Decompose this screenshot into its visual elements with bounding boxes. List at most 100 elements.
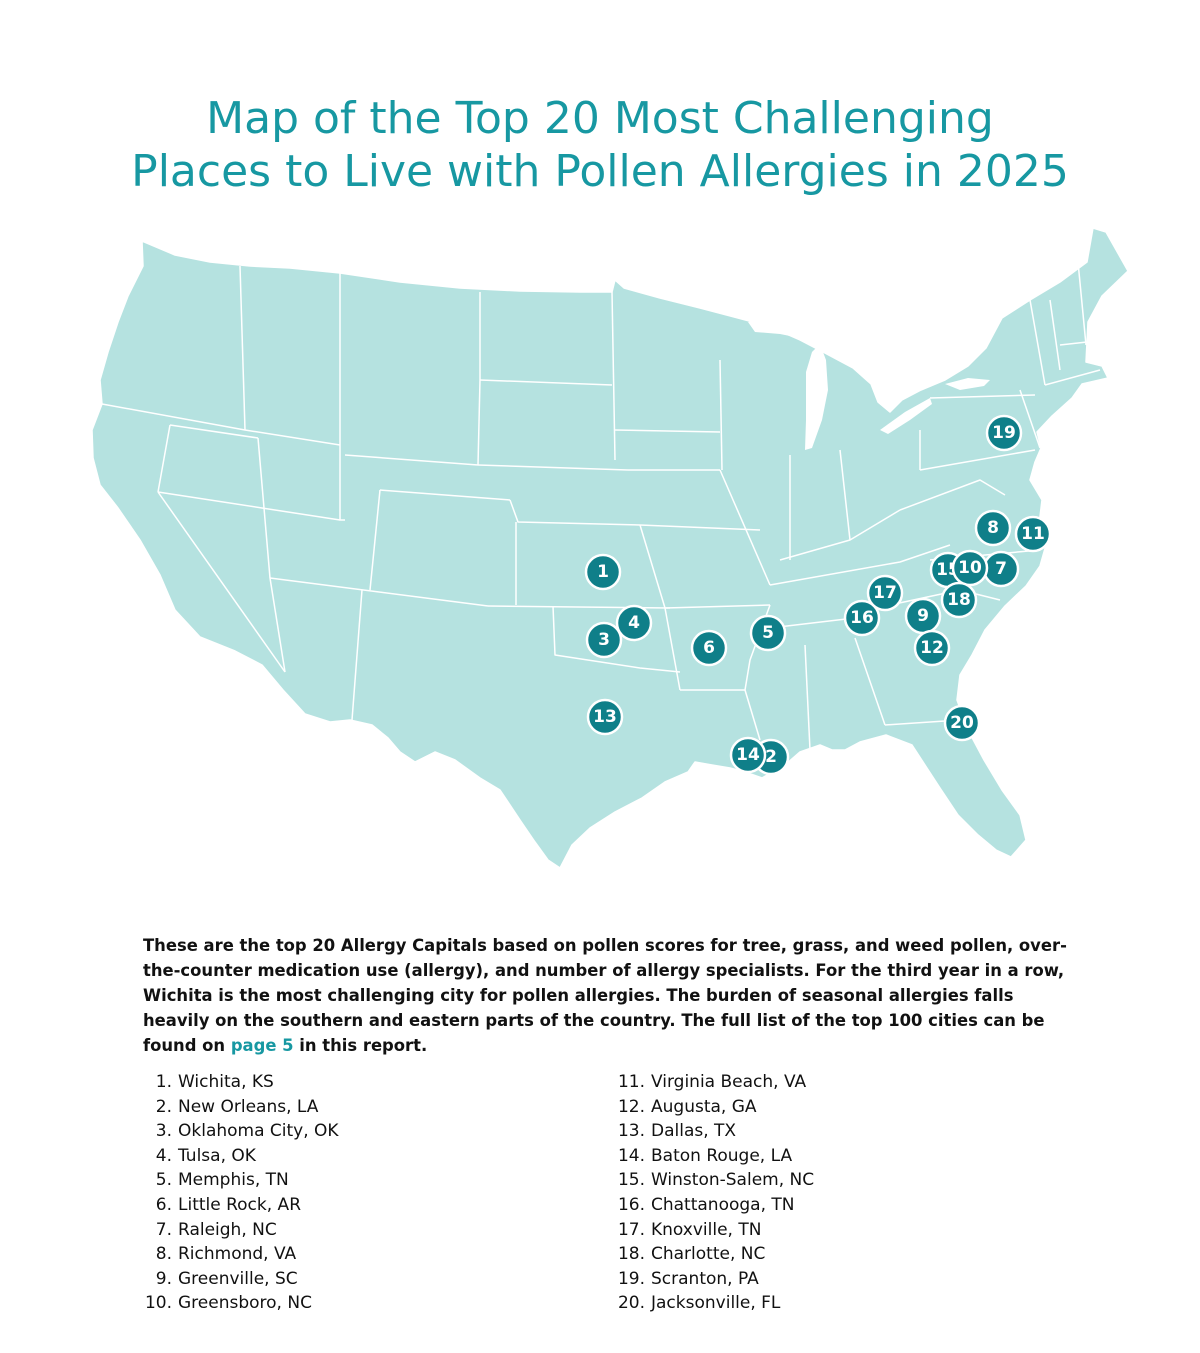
marker-11-label: 11 xyxy=(1021,524,1045,544)
marker-5-label: 5 xyxy=(762,623,774,643)
rank-number: 17. xyxy=(617,1219,645,1240)
list-item: 20. Jacksonville, FL xyxy=(609,1291,814,1316)
marker-20-label: 20 xyxy=(950,713,974,733)
marker-2-label: 2 xyxy=(765,747,777,767)
marker-14[interactable]: 14 xyxy=(729,736,767,774)
title-line-1: Map of the Top 20 Most Challenging xyxy=(206,93,994,144)
marker-16[interactable]: 16 xyxy=(843,599,881,637)
marker-19[interactable]: 19 xyxy=(985,414,1023,452)
list-item: 16. Chattanooga, TN xyxy=(609,1193,814,1218)
rank-number: 16. xyxy=(617,1194,645,1215)
lake-superior xyxy=(748,316,823,340)
city-name: Baton Rouge, LA xyxy=(651,1145,793,1166)
rank-number: 6. xyxy=(155,1194,172,1215)
marker-8-label: 8 xyxy=(987,518,999,538)
marker-14-label: 14 xyxy=(736,745,760,765)
marker-12[interactable]: 12 xyxy=(913,629,951,667)
list-item: 13. Dallas, TX xyxy=(609,1119,814,1144)
list-item: 2. New Orleans, LA xyxy=(136,1095,339,1120)
city-name: Richmond, VA xyxy=(178,1244,297,1265)
rank-number: 3. xyxy=(155,1121,172,1142)
marker-7[interactable]: 7 xyxy=(982,550,1020,588)
rank-number: 10. xyxy=(144,1293,172,1314)
rank-number: 2. xyxy=(155,1096,172,1117)
city-name: Scranton, PA xyxy=(651,1268,759,1289)
city-list-left: 1. Wichita, KS 2. New Orleans, LA 3. Oklaho… xyxy=(136,1070,339,1316)
marker-4[interactable]: 4 xyxy=(615,604,653,642)
list-item: 9. Greenville, SC xyxy=(136,1267,339,1292)
marker-17-label: 17 xyxy=(873,583,897,603)
rank-number: 15. xyxy=(617,1170,645,1191)
lake-ontario xyxy=(945,378,990,390)
city-name: Winston-Salem, NC xyxy=(651,1170,815,1191)
state-borders xyxy=(101,261,1101,751)
marker-9-label: 9 xyxy=(917,606,929,626)
markers: 1 2 3 4 5 6 7 8 9 15 10 11 12 13 14 16 1… xyxy=(584,414,1052,776)
lake-michigan xyxy=(805,344,828,450)
rank-number: 18. xyxy=(617,1244,645,1265)
marker-16-label: 16 xyxy=(850,608,874,628)
city-name: Oklahoma City, OK xyxy=(178,1121,339,1142)
city-name: Greensboro, NC xyxy=(178,1293,312,1314)
city-name: Jacksonville, FL xyxy=(651,1293,781,1314)
marker-20[interactable]: 20 xyxy=(943,704,981,742)
list-item: 8. Richmond, VA xyxy=(136,1242,339,1267)
list-item: 3. Oklahoma City, OK xyxy=(136,1119,339,1144)
list-item: 15. Winston-Salem, NC xyxy=(609,1168,814,1193)
rank-number: 11. xyxy=(617,1072,645,1092)
city-name: Little Rock, AR xyxy=(178,1194,302,1215)
rank-number: 4. xyxy=(155,1145,172,1166)
marker-9[interactable]: 9 xyxy=(904,597,942,635)
rank-number: 13. xyxy=(617,1121,645,1142)
marker-6[interactable]: 6 xyxy=(690,629,728,667)
list-item: 4. Tulsa, OK xyxy=(136,1144,339,1169)
marker-3-label: 3 xyxy=(598,630,610,650)
marker-3[interactable]: 3 xyxy=(585,621,623,659)
page-5-link[interactable]: page 5 xyxy=(230,1036,294,1055)
list-item: 5. Memphis, TN xyxy=(136,1168,339,1193)
list-item: 14. Baton Rouge, LA xyxy=(609,1144,814,1169)
list-item: 19. Scranton, PA xyxy=(609,1267,814,1292)
list-item: 10. Greensboro, NC xyxy=(136,1291,339,1316)
us-map: 1 2 3 4 5 6 7 8 9 15 10 11 12 13 14 16 1… xyxy=(91,227,1129,869)
lake-erie xyxy=(880,398,932,434)
rank-number: 7. xyxy=(155,1219,172,1240)
marker-6-label: 6 xyxy=(703,638,715,658)
marker-1[interactable]: 1 xyxy=(584,553,622,591)
us-land xyxy=(91,227,1129,869)
city-name: Wichita, KS xyxy=(178,1072,274,1092)
marker-18-label: 18 xyxy=(947,590,971,610)
marker-13-label: 13 xyxy=(593,707,617,727)
city-name: Greenville, SC xyxy=(178,1268,298,1289)
marker-18[interactable]: 18 xyxy=(940,581,978,619)
city-name: Knoxville, TN xyxy=(651,1219,762,1240)
description: These are the top 20 Allergy Capitals ba… xyxy=(143,933,1073,1058)
list-item: 6. Little Rock, AR xyxy=(136,1193,339,1218)
marker-4-label: 4 xyxy=(628,613,640,633)
description-text: These are the top 20 Allergy Capitals ba… xyxy=(143,936,1067,1055)
city-name: New Orleans, LA xyxy=(178,1096,319,1117)
marker-12-label: 12 xyxy=(920,638,944,658)
marker-10[interactable]: 10 xyxy=(951,549,989,587)
rank-number: 19. xyxy=(617,1268,645,1289)
marker-8[interactable]: 8 xyxy=(974,509,1012,547)
marker-7-label: 7 xyxy=(995,559,1007,579)
list-item: 7. Raleigh, NC xyxy=(136,1218,339,1243)
list-item: 11. Virginia Beach, VA xyxy=(609,1070,814,1095)
city-name: Memphis, TN xyxy=(178,1170,289,1191)
marker-13[interactable]: 13 xyxy=(586,698,624,736)
marker-5[interactable]: 5 xyxy=(749,614,787,652)
marker-10-label: 10 xyxy=(958,558,982,578)
page-title: Map of the Top 20 Most Challenging Place… xyxy=(0,92,1200,198)
city-list-right: 11. Virginia Beach, VA 12. Augusta, GA 13.… xyxy=(609,1070,814,1316)
marker-11[interactable]: 11 xyxy=(1014,515,1052,553)
city-name: Dallas, TX xyxy=(651,1121,737,1142)
list-item: 17. Knoxville, TN xyxy=(609,1218,814,1243)
rank-number: 1. xyxy=(155,1072,172,1092)
rank-number: 14. xyxy=(617,1145,645,1166)
marker-1-label: 1 xyxy=(597,562,609,582)
rank-number: 8. xyxy=(155,1244,172,1265)
marker-17[interactable]: 17 xyxy=(866,574,904,612)
marker-19-label: 19 xyxy=(992,423,1016,443)
list-item: 18. Charlotte, NC xyxy=(609,1242,814,1267)
